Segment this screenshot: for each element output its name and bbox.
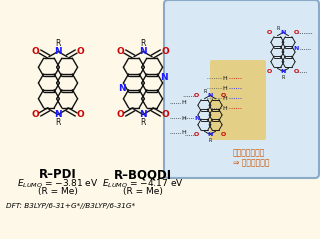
Text: N: N <box>139 110 147 119</box>
Text: N: N <box>293 46 299 51</box>
Text: N: N <box>194 116 199 121</box>
Text: $E_{LUMO}$ = $-$4.17 eV: $E_{LUMO}$ = $-$4.17 eV <box>102 178 184 190</box>
Text: O: O <box>294 69 299 74</box>
Text: O: O <box>76 47 84 56</box>
Text: N: N <box>139 47 147 56</box>
Text: O: O <box>161 47 169 56</box>
Text: O: O <box>76 110 84 119</box>
Text: O: O <box>194 93 199 98</box>
Text: H: H <box>223 76 228 81</box>
Text: R: R <box>208 138 212 143</box>
FancyBboxPatch shape <box>164 0 319 178</box>
Text: R–BQQDI: R–BQQDI <box>114 168 172 181</box>
Text: O: O <box>294 30 299 35</box>
Text: R: R <box>55 118 61 127</box>
Text: 窒素元素の導入: 窒素元素の導入 <box>233 148 265 157</box>
Text: (R = Me): (R = Me) <box>38 187 78 196</box>
Text: O: O <box>267 69 272 74</box>
Text: O: O <box>194 132 199 137</box>
Text: H: H <box>182 130 186 136</box>
Text: N: N <box>54 110 62 119</box>
Text: DFT: B3LYP/6-31+G*//B3LYP/6-31G*: DFT: B3LYP/6-31+G*//B3LYP/6-31G* <box>6 203 135 209</box>
Text: O: O <box>221 93 226 98</box>
Text: N: N <box>280 69 286 74</box>
Text: H: H <box>223 105 228 110</box>
Text: O: O <box>117 47 125 56</box>
Text: N: N <box>54 47 62 56</box>
Text: N: N <box>207 132 213 137</box>
Text: R: R <box>140 118 146 127</box>
Text: O: O <box>161 110 169 119</box>
Text: O: O <box>221 132 226 137</box>
Text: R: R <box>140 39 146 48</box>
Text: H: H <box>182 115 186 120</box>
Text: R–PDI: R–PDI <box>39 168 77 181</box>
Text: O: O <box>267 30 272 35</box>
Text: $E_{LUMO}$ = $-$3.81 eV: $E_{LUMO}$ = $-$3.81 eV <box>17 178 99 190</box>
Text: N: N <box>118 84 126 93</box>
FancyBboxPatch shape <box>210 60 266 140</box>
Text: H: H <box>223 86 228 91</box>
Text: O: O <box>32 47 40 56</box>
Text: R: R <box>281 75 285 80</box>
Text: N: N <box>207 93 213 98</box>
Text: ⇒ 多点相互作用: ⇒ 多点相互作用 <box>233 158 269 167</box>
Text: R: R <box>276 26 280 31</box>
Text: R: R <box>55 39 61 48</box>
Text: N: N <box>160 73 168 82</box>
Text: (R = Me): (R = Me) <box>123 187 163 196</box>
Text: O: O <box>117 110 125 119</box>
Text: O: O <box>32 110 40 119</box>
Text: H: H <box>223 96 228 101</box>
Text: N: N <box>280 30 286 35</box>
Text: R: R <box>203 89 207 94</box>
Text: H: H <box>182 101 186 105</box>
